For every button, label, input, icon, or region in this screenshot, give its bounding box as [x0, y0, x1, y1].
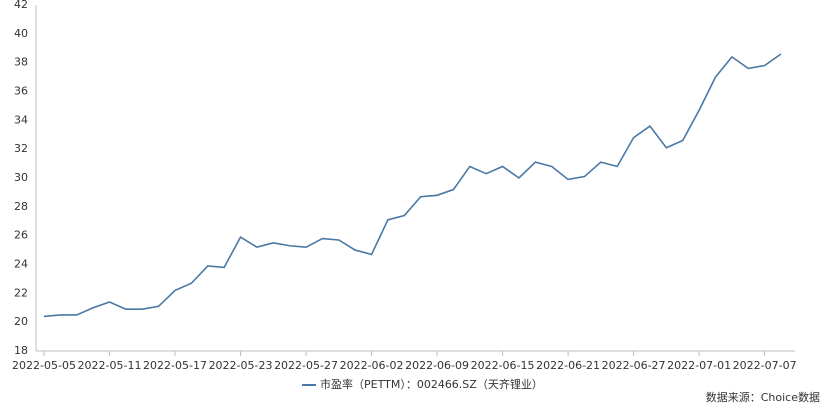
- y-tick-label: 32: [14, 142, 28, 155]
- x-tick-label: 2022-06-02: [340, 359, 404, 372]
- x-tick-label: 2022-05-27: [274, 359, 338, 372]
- x-tick-label: 2022-05-17: [143, 359, 207, 372]
- x-tick-label: 2022-07-07: [733, 359, 797, 372]
- y-tick-label: 22: [14, 286, 28, 299]
- y-tick-label: 42: [14, 0, 28, 11]
- y-tick-label: 36: [14, 85, 28, 98]
- x-tick-label: 2022-05-23: [209, 359, 273, 372]
- y-tick-label: 24: [14, 258, 28, 271]
- x-tick-label: 2022-06-27: [602, 359, 666, 372]
- x-tick-label: 2022-05-11: [78, 359, 142, 372]
- x-tick-label: 2022-06-15: [471, 359, 535, 372]
- legend-label: 市盈率（PETTM）：002466.SZ（天齐锂业）: [320, 377, 543, 391]
- y-tick-label: 34: [14, 113, 28, 126]
- x-tick-label: 2022-07-01: [667, 359, 731, 372]
- y-tick-label: 18: [14, 344, 28, 357]
- source-note: 数据来源：Choice数据: [706, 390, 820, 404]
- x-tick-label: 2022-05-05: [12, 359, 76, 372]
- x-tick-label: 2022-06-09: [405, 359, 469, 372]
- y-tick-label: 30: [14, 171, 28, 184]
- y-tick-label: 38: [14, 56, 28, 69]
- y-tick-label: 26: [14, 229, 28, 242]
- data-line: [43, 53, 782, 318]
- y-tick-label: 20: [14, 315, 28, 328]
- x-tick-label: 2022-06-21: [536, 359, 600, 372]
- y-tick-label: 28: [14, 200, 28, 213]
- y-tick-label: 40: [14, 27, 28, 40]
